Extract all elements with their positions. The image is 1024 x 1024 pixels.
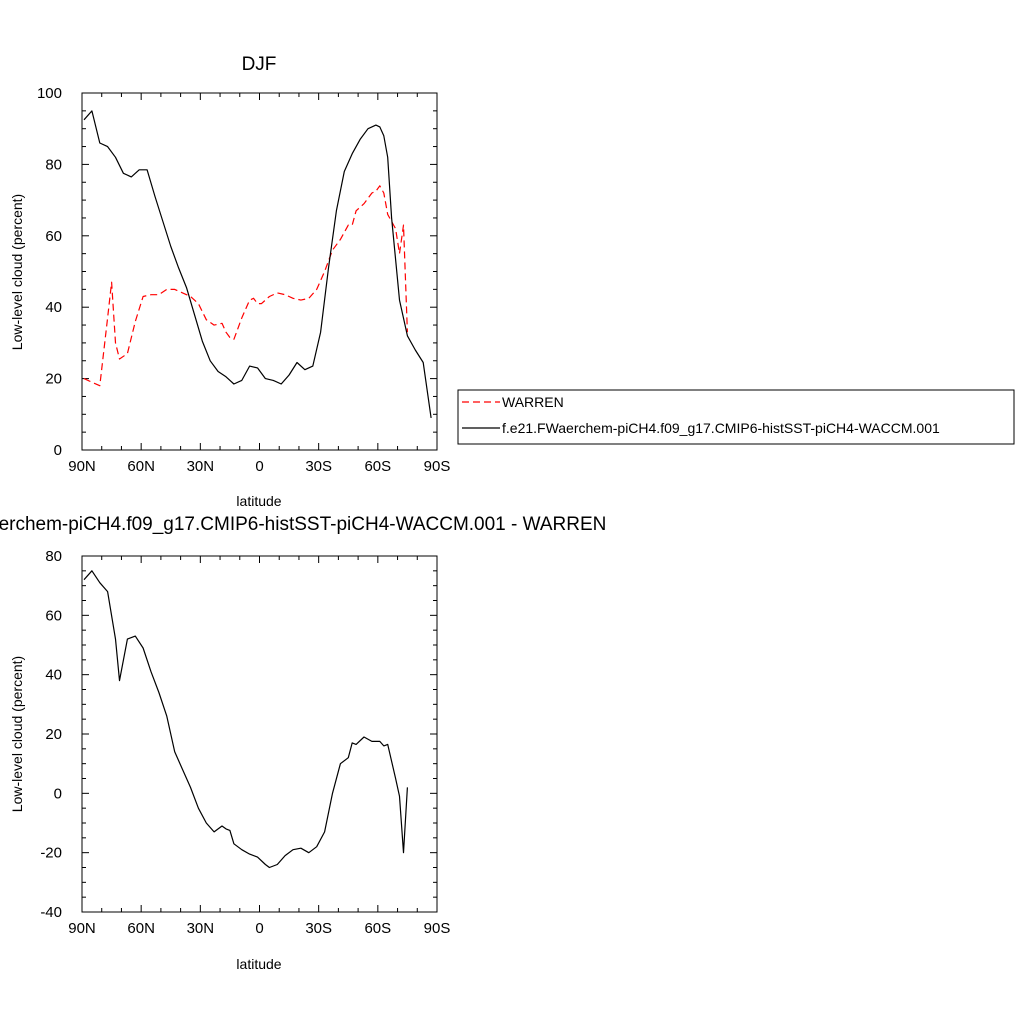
x-tick-label: 90S [424, 920, 451, 937]
x-tick-label: 90N [68, 920, 96, 937]
x-tick-label: 60S [364, 458, 391, 475]
bottom-plot-ticks: 90N 60N 30N 0 30S 60S 90S -40 -20 0 20 40 60 80 [40, 548, 450, 937]
x-tick-label: 0 [255, 458, 263, 475]
top-plot-ylabel: Low-level cloud (percent) [9, 194, 25, 350]
top-plot-frame [81, 92, 438, 451]
bottom-plot-series [83, 570, 408, 869]
y-tick-label: 40 [45, 667, 62, 684]
x-tick-label: 60N [127, 458, 155, 475]
legend-label-warren: WARREN [502, 394, 564, 410]
y-tick-label: 80 [45, 548, 62, 565]
y-tick-label: -20 [40, 845, 62, 862]
legend-box [457, 389, 1015, 445]
x-tick-label: 60S [364, 920, 391, 937]
bottom-series-line-0 [83, 570, 408, 869]
y-tick-label: 0 [54, 785, 62, 802]
bottom-plot: f.e21.FWaerchem-piCH4.f09_g17.CMIP6-hist… [0, 514, 606, 972]
top-plot-ticks: 90N 60N 30N 0 30S 60S 90S 0 20 40 60 80 100 [37, 85, 450, 475]
y-tick-label: 80 [45, 156, 62, 173]
y-tick-label: 0 [54, 442, 62, 459]
y-tick-label: 100 [37, 85, 62, 102]
top-series-line-1 [83, 110, 432, 418]
bottom-plot-title: f.e21.FWaerchem-piCH4.f09_g17.CMIP6-hist… [0, 514, 606, 535]
top-series-line-0 [83, 185, 408, 387]
y-tick-label: 40 [45, 299, 62, 316]
y-tick-label: 60 [45, 607, 62, 624]
y-tick-label: 20 [45, 726, 62, 743]
x-tick-label: 90N [68, 458, 96, 475]
x-tick-label: 30S [305, 920, 332, 937]
x-tick-label: 30S [305, 458, 332, 475]
bottom-plot-ylabel: Low-level cloud (percent) [9, 656, 25, 812]
bottom-plot-xlabel: latitude [236, 956, 281, 972]
top-plot-xlabel: latitude [236, 493, 281, 509]
top-plot: DJF 90N 60N 30N 0 30S 60S 90S 0 20 40 60 80 100 lati… [9, 54, 450, 509]
x-tick-label: 30N [187, 458, 215, 475]
x-tick-label: 0 [255, 920, 263, 937]
x-tick-label: 60N [127, 920, 155, 937]
y-tick-label: 60 [45, 228, 62, 245]
top-plot-title: DJF [242, 54, 277, 75]
legend: WARREN f.e21.FWaerchem-piCH4.f09_g17.CMI… [457, 389, 1015, 445]
x-tick-label: 90S [424, 458, 451, 475]
y-tick-label: -40 [40, 904, 62, 921]
legend-label-model: f.e21.FWaerchem-piCH4.f09_g17.CMIP6-hist… [502, 420, 940, 436]
y-tick-label: 20 [45, 371, 62, 388]
x-tick-label: 30N [187, 920, 215, 937]
top-plot-series [83, 110, 432, 418]
